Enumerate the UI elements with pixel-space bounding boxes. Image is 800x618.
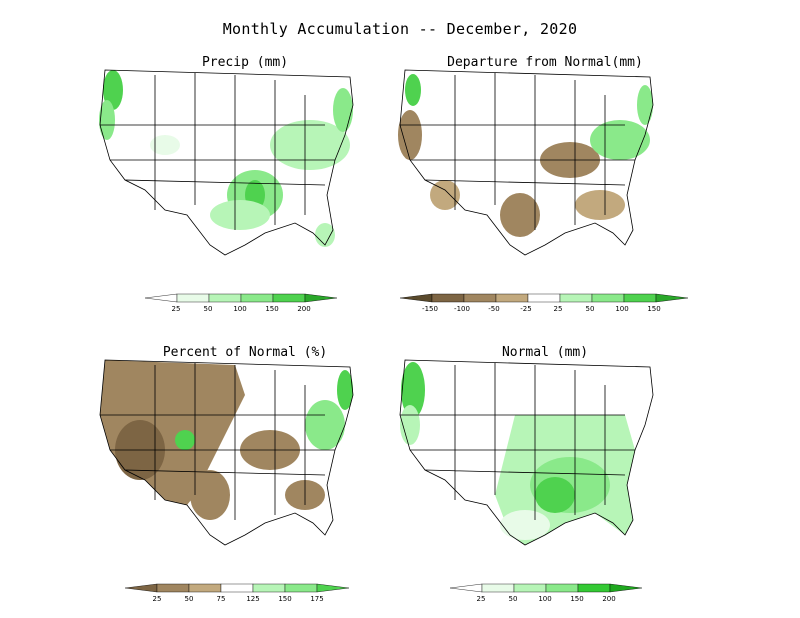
precip-map bbox=[99, 69, 354, 256]
departure-map bbox=[398, 69, 654, 256]
figure-title: Monthly Accumulation -- December, 2020 bbox=[222, 20, 578, 38]
colorbar-swatch bbox=[545, 583, 579, 593]
colorbar-swatch bbox=[527, 293, 561, 303]
colorbar-swatch bbox=[272, 293, 306, 303]
colorbar-percent-tick: 25 bbox=[152, 595, 162, 603]
colorbar-swatch bbox=[577, 583, 611, 593]
colorbar-swatch bbox=[431, 293, 465, 303]
panel-precip: Precip (mm) bbox=[95, 55, 395, 295]
panel-normal: Normal (mm) bbox=[395, 345, 695, 585]
colorbar-departure-swatches bbox=[399, 293, 689, 303]
colorbar-departure-tick: 150 bbox=[647, 305, 661, 313]
precip-outline bbox=[99, 69, 354, 256]
panel-title-percent: Percent of Normal (%) bbox=[162, 345, 328, 360]
colorbar-swatch bbox=[124, 583, 158, 593]
colorbar-swatch bbox=[655, 293, 689, 303]
colorbar-swatch bbox=[176, 293, 210, 303]
colorbar-normal: 25 50 100 150 200 bbox=[449, 582, 643, 604]
colorbar-swatch bbox=[623, 293, 657, 303]
precip-fill bbox=[99, 70, 353, 247]
percent-map bbox=[99, 359, 354, 546]
panel-percent: Percent of Normal (%) bbox=[95, 345, 395, 585]
percent-fill bbox=[100, 360, 353, 520]
colorbar-precip-tick: 150 bbox=[265, 305, 279, 313]
colorbar-precip: 25 50 100 150 200 bbox=[144, 292, 338, 314]
colorbar-swatch bbox=[252, 583, 286, 593]
colorbar-swatch bbox=[220, 583, 254, 593]
normal-fill bbox=[400, 362, 635, 545]
colorbar-departure-tick: 100 bbox=[615, 305, 629, 313]
colorbar-swatch bbox=[208, 293, 242, 303]
colorbar-swatch bbox=[240, 293, 274, 303]
colorbar-swatch bbox=[144, 293, 178, 303]
colorbar-swatch bbox=[591, 293, 625, 303]
departure-outline bbox=[399, 69, 654, 256]
percent-outline bbox=[99, 359, 354, 546]
colorbar-percent-tick: 175 bbox=[310, 595, 324, 603]
colorbar-departure-tick: -150 bbox=[422, 305, 438, 313]
colorbar-precip-tick: 25 bbox=[171, 305, 181, 313]
colorbar-departure-tick: -100 bbox=[454, 305, 470, 313]
colorbar-percent: 25 50 75 125 150 175 bbox=[124, 582, 355, 604]
colorbar-normal-tick: 100 bbox=[538, 595, 552, 603]
panel-title-normal: Normal (mm) bbox=[501, 345, 589, 360]
colorbar-normal-tick: 150 bbox=[570, 595, 584, 603]
panel-title-precip: Precip (mm) bbox=[201, 55, 289, 70]
colorbar-departure: -150 -100 -50 -25 25 50 100 150 bbox=[399, 292, 690, 314]
colorbar-departure-tick: 50 bbox=[585, 305, 595, 313]
colorbar-percent-tick: 125 bbox=[246, 595, 260, 603]
colorbar-normal-tick: 200 bbox=[602, 595, 616, 603]
colorbar-swatch bbox=[559, 293, 593, 303]
colorbar-precip-tick: 200 bbox=[297, 305, 311, 313]
normal-outline bbox=[399, 359, 654, 546]
colorbar-swatch bbox=[399, 293, 433, 303]
colorbar-percent-tick: 150 bbox=[278, 595, 292, 603]
colorbar-normal-tick: 25 bbox=[476, 595, 486, 603]
colorbar-swatch bbox=[463, 293, 497, 303]
colorbar-swatch bbox=[513, 583, 547, 593]
colorbar-swatch bbox=[188, 583, 222, 593]
colorbar-precip-tick: 50 bbox=[203, 305, 213, 313]
departure-fill bbox=[398, 74, 653, 237]
colorbar-departure-tick: -50 bbox=[488, 305, 500, 313]
colorbar-swatch bbox=[449, 583, 483, 593]
colorbar-swatch bbox=[609, 583, 643, 593]
colorbar-swatch bbox=[304, 293, 338, 303]
panel-title-departure: Departure from Normal(mm) bbox=[447, 55, 643, 70]
colorbar-departure-tick: 25 bbox=[553, 305, 563, 313]
colorbar-departure-tick: -25 bbox=[520, 305, 532, 313]
colorbar-percent-tick: 75 bbox=[216, 595, 226, 603]
colorbar-percent-swatches bbox=[124, 583, 350, 593]
colorbar-swatch bbox=[316, 583, 350, 593]
normal-map bbox=[399, 359, 654, 546]
colorbar-swatch bbox=[495, 293, 529, 303]
colorbar-swatch bbox=[284, 583, 318, 593]
colorbar-normal-swatches bbox=[449, 583, 643, 593]
colorbar-swatch bbox=[156, 583, 190, 593]
colorbar-normal-tick: 50 bbox=[508, 595, 518, 603]
panel-departure: Departure from Normal(mm) bbox=[395, 55, 695, 295]
colorbar-swatch bbox=[481, 583, 515, 593]
colorbar-percent-tick: 50 bbox=[184, 595, 194, 603]
colorbar-precip-tick: 100 bbox=[233, 305, 247, 313]
colorbar-precip-swatches bbox=[144, 293, 338, 303]
